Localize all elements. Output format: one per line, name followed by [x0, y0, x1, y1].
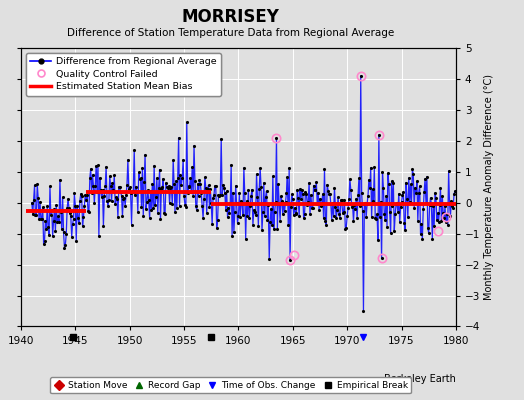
Legend: Station Move, Record Gap, Time of Obs. Change, Empirical Break: Station Move, Record Gap, Time of Obs. C…: [50, 377, 411, 394]
Legend: Difference from Regional Average, Quality Control Failed, Estimated Station Mean: Difference from Regional Average, Qualit…: [26, 53, 221, 96]
Text: Berkeley Earth: Berkeley Earth: [384, 374, 456, 384]
Y-axis label: Monthly Temperature Anomaly Difference (°C): Monthly Temperature Anomaly Difference (…: [485, 74, 495, 300]
Text: MORRISEY: MORRISEY: [182, 8, 279, 26]
Text: Difference of Station Temperature Data from Regional Average: Difference of Station Temperature Data f…: [67, 28, 394, 38]
